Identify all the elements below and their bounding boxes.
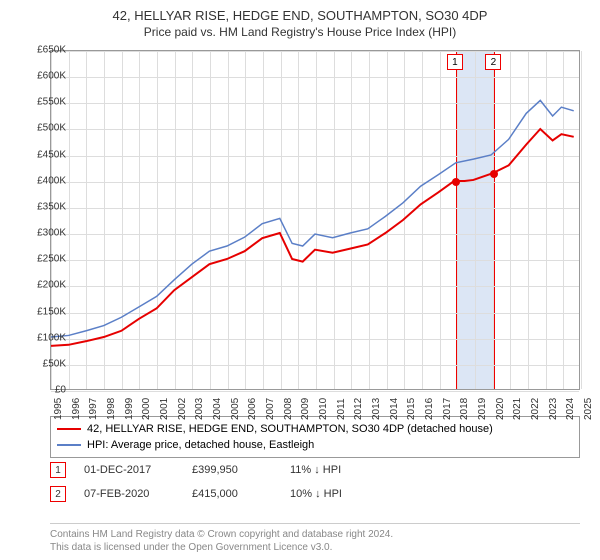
x-axis-label: 2019 xyxy=(477,398,488,420)
y-axis-label: £550K xyxy=(37,97,66,108)
x-axis-label: 1996 xyxy=(71,398,82,420)
y-axis-label: £400K xyxy=(37,175,66,186)
y-axis-label: £600K xyxy=(37,71,66,82)
x-axis-label: 1998 xyxy=(106,398,117,420)
x-axis-label: 2012 xyxy=(353,398,364,420)
transaction-date-2: 07-FEB-2020 xyxy=(84,488,174,500)
transaction-row-1: 1 01-DEC-2017 £399,950 11% ↓ HPI xyxy=(50,462,580,478)
x-axis-label: 2009 xyxy=(300,398,311,420)
x-axis-label: 2001 xyxy=(159,398,170,420)
x-axis-label: 2002 xyxy=(177,398,188,420)
x-axis-label: 2020 xyxy=(495,398,506,420)
chart-marker-badge: 2 xyxy=(485,54,501,70)
footer: Contains HM Land Registry data © Crown c… xyxy=(50,523,580,554)
y-axis-label: £150K xyxy=(37,306,66,317)
y-axis-label: £300K xyxy=(37,228,66,239)
transaction-date-1: 01-DEC-2017 xyxy=(84,464,174,476)
transaction-delta-2: 10% ↓ HPI xyxy=(290,488,342,500)
legend-item-property: 42, HELLYAR RISE, HEDGE END, SOUTHAMPTON… xyxy=(57,421,573,437)
transaction-delta-1: 11% ↓ HPI xyxy=(290,464,341,476)
title-block: 42, HELLYAR RISE, HEDGE END, SOUTHAMPTON… xyxy=(0,0,600,43)
x-axis-label: 2023 xyxy=(548,398,559,420)
x-axis-label: 2013 xyxy=(371,398,382,420)
x-axis-label: 2008 xyxy=(283,398,294,420)
legend-item-hpi: HPI: Average price, detached house, East… xyxy=(57,437,573,453)
x-axis-label: 2017 xyxy=(442,398,453,420)
footer-line2: This data is licensed under the Open Gov… xyxy=(50,541,580,554)
x-axis-label: 1995 xyxy=(53,398,64,420)
x-axis-label: 2018 xyxy=(459,398,470,420)
y-axis-label: £250K xyxy=(37,254,66,265)
legend-label-hpi: HPI: Average price, detached house, East… xyxy=(87,439,314,451)
x-axis-label: 2022 xyxy=(530,398,541,420)
y-axis-label: £350K xyxy=(37,201,66,212)
y-axis-label: £0 xyxy=(55,385,66,396)
x-axis-label: 2025 xyxy=(583,398,594,420)
footer-line1: Contains HM Land Registry data © Crown c… xyxy=(50,528,580,541)
x-axis-label: 2004 xyxy=(212,398,223,420)
legend-swatch-hpi xyxy=(57,444,81,446)
chart-marker-badge: 1 xyxy=(447,54,463,70)
legend-box: 42, HELLYAR RISE, HEDGE END, SOUTHAMPTON… xyxy=(50,416,580,458)
chart-area xyxy=(50,50,580,390)
x-axis-label: 2016 xyxy=(424,398,435,420)
x-axis-label: 2021 xyxy=(512,398,523,420)
x-axis-label: 2015 xyxy=(406,398,417,420)
transaction-price-1: £399,950 xyxy=(192,464,272,476)
x-axis-label: 2003 xyxy=(194,398,205,420)
x-axis-label: 2000 xyxy=(141,398,152,420)
y-axis-label: £200K xyxy=(37,280,66,291)
x-axis-label: 2014 xyxy=(389,398,400,420)
x-axis-label: 1999 xyxy=(124,398,135,420)
x-axis-label: 2010 xyxy=(318,398,329,420)
y-axis-label: £50K xyxy=(43,358,66,369)
y-axis-label: £650K xyxy=(37,45,66,56)
legend-swatch-property xyxy=(57,428,81,430)
x-axis-label: 2024 xyxy=(565,398,576,420)
transaction-badge-1: 1 xyxy=(50,462,66,478)
y-axis-label: £450K xyxy=(37,149,66,160)
transaction-badge-2: 2 xyxy=(50,486,66,502)
x-axis-label: 2011 xyxy=(336,398,347,420)
x-axis-label: 2006 xyxy=(247,398,258,420)
x-axis-label: 1997 xyxy=(88,398,99,420)
transaction-row-2: 2 07-FEB-2020 £415,000 10% ↓ HPI xyxy=(50,486,580,502)
y-axis-label: £500K xyxy=(37,123,66,134)
subtitle: Price paid vs. HM Land Registry's House … xyxy=(0,25,600,39)
x-axis-label: 2007 xyxy=(265,398,276,420)
x-axis-label: 2005 xyxy=(230,398,241,420)
transaction-price-2: £415,000 xyxy=(192,488,272,500)
address-title: 42, HELLYAR RISE, HEDGE END, SOUTHAMPTON… xyxy=(0,8,600,23)
y-axis-label: £100K xyxy=(37,332,66,343)
legend-label-property: 42, HELLYAR RISE, HEDGE END, SOUTHAMPTON… xyxy=(87,423,493,435)
